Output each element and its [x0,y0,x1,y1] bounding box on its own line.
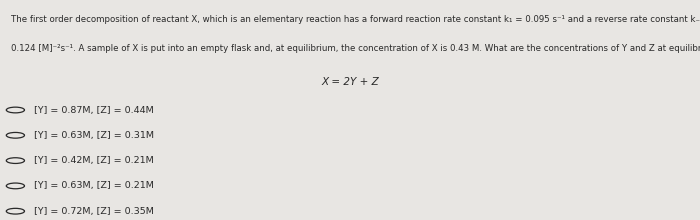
Text: X = 2Y + Z: X = 2Y + Z [321,77,379,87]
Text: [Y] = 0.87M, [Z] = 0.44M: [Y] = 0.87M, [Z] = 0.44M [34,106,153,114]
Text: [Y] = 0.72M, [Z] = 0.35M: [Y] = 0.72M, [Z] = 0.35M [34,207,153,216]
Text: [Y] = 0.42M, [Z] = 0.21M: [Y] = 0.42M, [Z] = 0.21M [34,156,153,165]
Text: 0.124 [M]⁻²s⁻¹. A sample of X is put into an empty flask and, at equilibrium, th: 0.124 [M]⁻²s⁻¹. A sample of X is put int… [11,44,700,53]
Text: The first order decomposition of reactant X, which is an elementary reaction has: The first order decomposition of reactan… [11,15,700,24]
Text: [Y] = 0.63M, [Z] = 0.31M: [Y] = 0.63M, [Z] = 0.31M [34,131,153,140]
Text: [Y] = 0.63M, [Z] = 0.21M: [Y] = 0.63M, [Z] = 0.21M [34,182,153,190]
